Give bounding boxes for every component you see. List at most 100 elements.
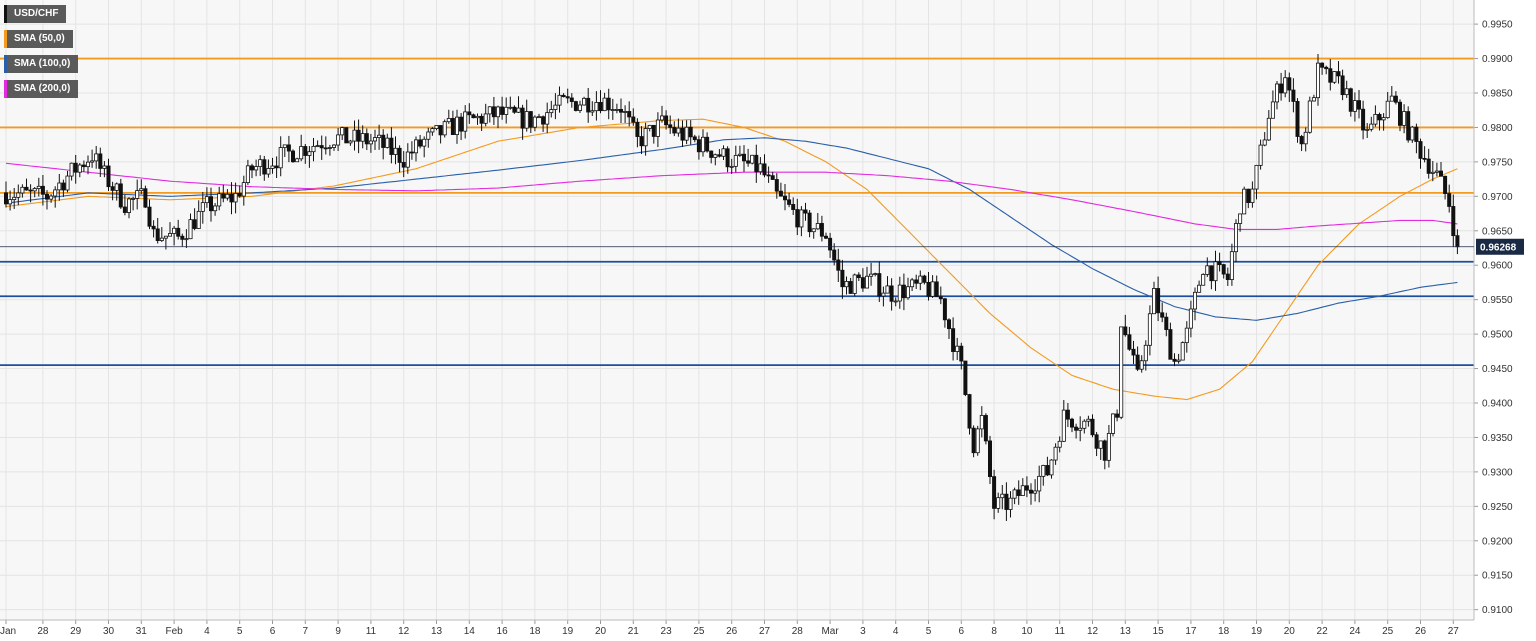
candle-body: [340, 127, 345, 136]
candle-body: [1328, 68, 1333, 83]
x-tick-label: Feb: [165, 626, 183, 637]
x-tick-label: 18: [529, 626, 541, 637]
candle-body: [988, 440, 993, 477]
candle-body: [467, 111, 472, 116]
x-tick-label: 3: [860, 626, 866, 637]
x-tick-label: 13: [431, 626, 443, 637]
candle-body: [422, 138, 427, 147]
candle-body: [516, 107, 521, 113]
y-tick-label: 0.9950: [1482, 20, 1513, 31]
candle-body: [582, 97, 587, 106]
candle-body: [918, 275, 923, 284]
candle-body: [1045, 465, 1050, 476]
grid: [0, 0, 1474, 620]
legend-item[interactable]: SMA (50,0): [4, 30, 73, 48]
candle-body: [1078, 427, 1083, 431]
candle-body: [286, 144, 291, 152]
candle-body: [860, 277, 865, 289]
x-tick-label: 20: [1284, 626, 1296, 637]
candle-body: [1320, 62, 1325, 68]
candle-body: [208, 196, 213, 212]
candle-body: [221, 193, 226, 199]
y-tick-label: 0.9500: [1482, 330, 1513, 341]
candle-body: [249, 165, 254, 171]
x-tick-label: 25: [693, 626, 705, 637]
candle-body: [290, 150, 295, 163]
y-tick-label: 0.9250: [1482, 502, 1513, 513]
x-tick-label: 12: [398, 626, 410, 637]
candle-body: [1275, 83, 1280, 103]
sma-100-line: [5, 137, 1458, 321]
candle-body: [1074, 426, 1079, 431]
candle-body: [750, 154, 755, 164]
candle-body: [1033, 490, 1038, 494]
x-tick-label: 5: [237, 626, 243, 637]
candle-body: [1213, 261, 1218, 282]
candle-body: [131, 198, 136, 200]
candle-body: [1020, 485, 1025, 496]
candle-body: [1291, 89, 1296, 102]
candle-body: [1447, 193, 1452, 207]
y-tick-label: 0.9850: [1482, 89, 1513, 100]
candle-body: [1221, 264, 1226, 275]
candle-body: [102, 165, 107, 169]
candle-body: [651, 124, 656, 137]
x-tick-label: 12: [1087, 626, 1099, 637]
candle-body: [229, 193, 234, 203]
candle-body: [885, 285, 890, 294]
candle-body: [405, 151, 410, 168]
candle-body: [495, 106, 500, 118]
candle-body: [409, 151, 414, 154]
candle-body: [733, 155, 738, 167]
candle-body: [127, 198, 132, 213]
candle-body: [1061, 409, 1066, 442]
legend-item[interactable]: SMA (200,0): [4, 80, 79, 98]
candle-body: [729, 165, 734, 168]
candle-body: [368, 140, 373, 145]
legend-item[interactable]: USD/CHF: [4, 5, 67, 23]
candle-body: [598, 102, 603, 112]
candle-body: [172, 227, 177, 234]
candle-body: [541, 116, 546, 125]
candle-body: [167, 233, 172, 237]
candle-body: [475, 115, 480, 119]
candle-body: [118, 183, 123, 208]
legend-item[interactable]: SMA (100,0): [4, 55, 79, 73]
candle-body: [200, 202, 205, 212]
candle-body: [196, 210, 201, 229]
x-tick-label: 26: [1415, 626, 1427, 637]
candle-body: [709, 150, 714, 158]
candle-body: [684, 126, 689, 141]
candle-body: [94, 153, 99, 162]
candle-body: [356, 129, 361, 142]
candle-body: [450, 118, 455, 135]
legend-label: USD/CHF: [14, 8, 59, 19]
candle-body: [1422, 157, 1427, 160]
candle-body: [569, 97, 574, 102]
candle-body: [1369, 123, 1374, 130]
candle-body: [1082, 420, 1087, 429]
candle-body: [594, 102, 599, 112]
candle-body: [955, 345, 960, 352]
x-tick-label: Mar: [821, 626, 839, 637]
candle-body: [413, 139, 418, 154]
candle-body: [791, 204, 796, 210]
legend-swatch: [4, 80, 7, 98]
candle-body: [438, 125, 443, 136]
last-price-tag: [1476, 238, 1524, 255]
x-tick-label: 29: [70, 626, 82, 637]
candle-body: [762, 163, 767, 176]
candle-body: [1352, 100, 1357, 112]
candle-body: [1303, 131, 1308, 145]
candle-body: [397, 147, 402, 163]
candle-body: [869, 273, 874, 277]
candle-body: [705, 136, 710, 152]
candle-body: [36, 185, 41, 189]
legend-label: SMA (100,0): [14, 58, 71, 69]
candle-body: [90, 160, 95, 163]
candle-body: [520, 107, 525, 129]
candle-body: [1024, 485, 1029, 491]
candle-body: [774, 179, 779, 192]
candle-body: [180, 235, 185, 240]
